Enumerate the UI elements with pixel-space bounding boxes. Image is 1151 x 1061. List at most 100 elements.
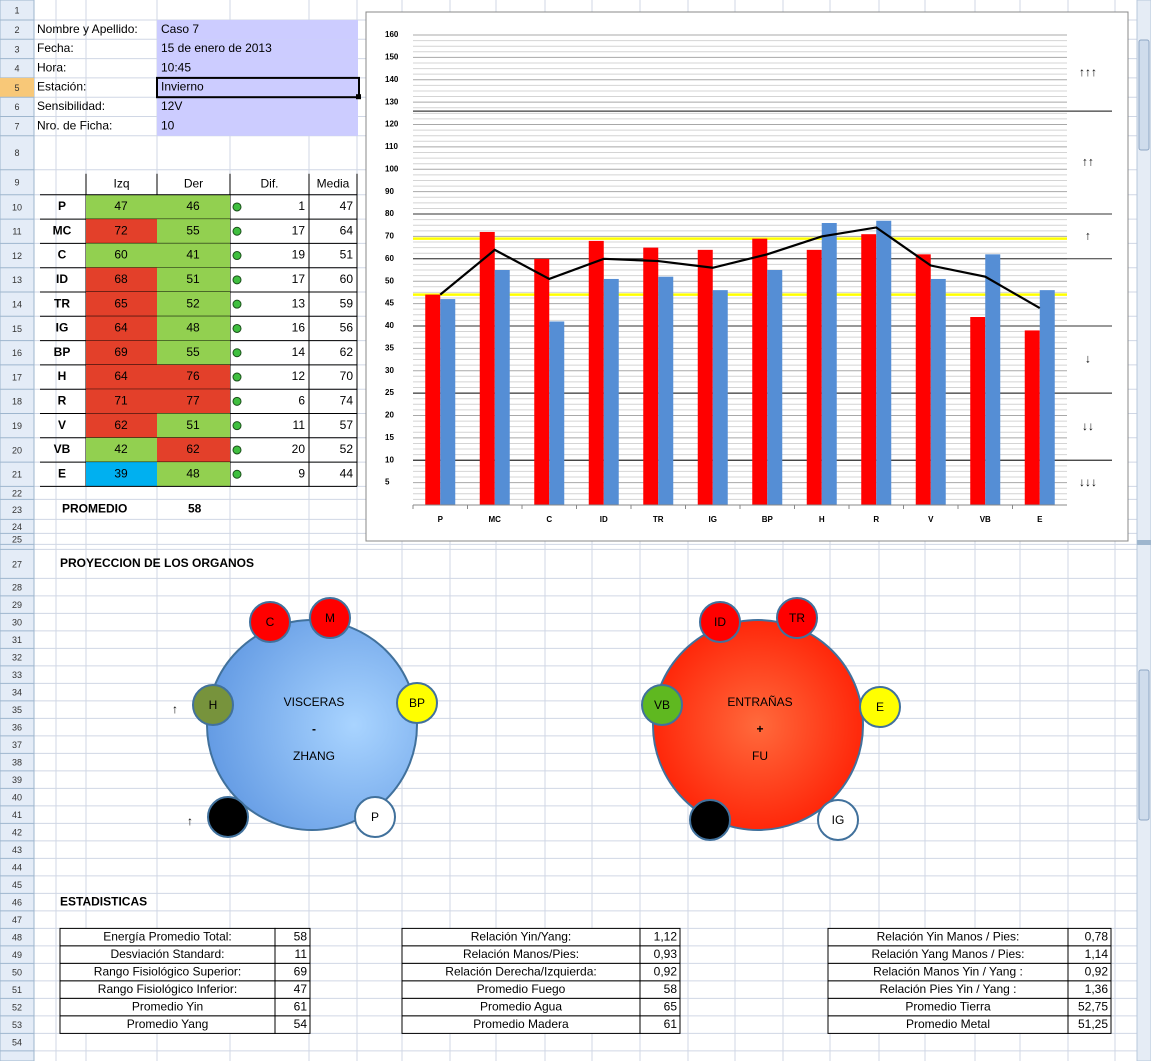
stats-value: 1,36 [1085, 982, 1109, 996]
zone-arrow: ↓ [1085, 352, 1091, 366]
y-tick-label: 120 [385, 120, 399, 129]
media-value: 56 [340, 321, 354, 335]
stats-label: Promedio Agua [480, 999, 562, 1013]
scrollbar-thumb[interactable] [1138, 39, 1150, 151]
table-header: Izq [113, 176, 129, 190]
izq-value: 68 [114, 272, 128, 286]
row-number: 14 [12, 300, 22, 310]
row-header-bar [0, 0, 35, 1061]
active-row-header [0, 77, 34, 98]
row-number: 24 [12, 522, 22, 532]
bar [494, 270, 510, 505]
organ-node [699, 601, 741, 643]
dif-value: 19 [292, 248, 306, 262]
y-tick-label: 5 [385, 478, 390, 487]
scrollbar-thumb[interactable] [1138, 669, 1150, 821]
organs-title: PROYECCION DE LOS ORGANOS [60, 556, 254, 570]
x-tick-label: C [546, 515, 552, 524]
stats-value: 54 [294, 1017, 308, 1031]
x-tick-label: ID [600, 515, 608, 524]
stats-value: 0,78 [1085, 929, 1109, 943]
row-number: 11 [12, 227, 21, 237]
stats-value: 1,12 [654, 929, 678, 943]
bar [1039, 290, 1055, 505]
bar [643, 247, 659, 505]
stats-label: Relación Manos/Pies: [463, 947, 579, 961]
promedio-label: PROMEDIO [62, 502, 127, 516]
status-icon [232, 226, 242, 236]
bar [876, 220, 892, 505]
y-tick-label: 35 [385, 343, 394, 352]
stats-value-cell [274, 1015, 311, 1034]
row-number: 37 [12, 740, 22, 750]
stats-value: 0,92 [654, 964, 678, 978]
izq-value: 47 [114, 199, 128, 213]
info-value-cell [157, 58, 358, 78]
status-icon [232, 421, 242, 431]
bar [806, 249, 822, 505]
stats-label: Desviación Standard: [110, 947, 224, 961]
x-tick-label: BP [762, 515, 774, 524]
info-value-cell [157, 97, 358, 117]
status-icon [232, 372, 242, 382]
izq-cell [86, 219, 157, 244]
stats-value-cell [639, 1015, 681, 1034]
der-value: 55 [186, 345, 200, 359]
row-number: 21 [12, 470, 22, 480]
der-value: 41 [186, 248, 200, 262]
info-value-cell [157, 20, 358, 40]
stats-label: Relación Manos Yin / Yang : [873, 964, 1023, 978]
der-cell [157, 292, 230, 317]
y-tick-label: 110 [385, 142, 398, 151]
organ-node [817, 799, 859, 841]
organ-node-label: H [209, 698, 218, 712]
row-number: 23 [12, 505, 22, 515]
stats-value: 51,25 [1078, 1017, 1108, 1031]
bar [440, 299, 456, 505]
organ-circle-text: - [312, 722, 316, 736]
media-value: 64 [340, 223, 354, 237]
izq-value: 71 [114, 394, 128, 408]
row-number: 16 [12, 348, 22, 358]
row-number: 12 [12, 251, 22, 261]
row-number: 44 [12, 863, 22, 873]
organ-name: IG [56, 321, 69, 335]
organ-name: BP [54, 345, 71, 359]
stats-value: 69 [294, 964, 308, 978]
der-cell [157, 462, 230, 487]
bar [425, 294, 441, 505]
row-number: 42 [12, 828, 22, 838]
der-cell [157, 267, 230, 292]
bar [603, 278, 619, 505]
promedio-value: 58 [188, 502, 202, 516]
organ-node [641, 684, 683, 726]
der-cell [157, 437, 230, 463]
x-tick-label: E [1037, 515, 1043, 524]
y-tick-label: 80 [385, 209, 394, 218]
row-number: 8 [14, 148, 19, 158]
row-number: 52 [12, 1003, 22, 1013]
y-tick-label: 40 [385, 321, 394, 330]
status-icon [232, 202, 242, 212]
info-value: 10 [161, 118, 175, 132]
row-number: 17 [12, 372, 22, 382]
organ-node-label: ID [714, 615, 726, 629]
scrollbar-track[interactable] [1136, 0, 1151, 1061]
izq-value: 65 [114, 296, 128, 310]
row-number: 47 [12, 915, 22, 925]
organ-node-label: IG [832, 813, 845, 827]
x-tick-label: MC [489, 515, 502, 524]
organ-name: ID [56, 272, 68, 286]
media-value: 52 [340, 442, 354, 456]
organ-node-label: R [224, 810, 233, 824]
x-tick-label: R [873, 515, 879, 524]
info-value: 15 de enero de 2013 [161, 41, 272, 55]
stats-value: 61 [664, 1017, 678, 1031]
organ-node-label: BP [409, 696, 425, 710]
row-number: 9 [14, 178, 19, 188]
organ-node-label: P [371, 810, 379, 824]
row-number: 19 [12, 421, 22, 431]
row-number: 10 [12, 202, 22, 212]
status-icon [232, 251, 242, 261]
